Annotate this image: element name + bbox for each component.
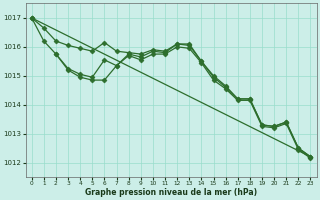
X-axis label: Graphe pression niveau de la mer (hPa): Graphe pression niveau de la mer (hPa) <box>85 188 257 197</box>
